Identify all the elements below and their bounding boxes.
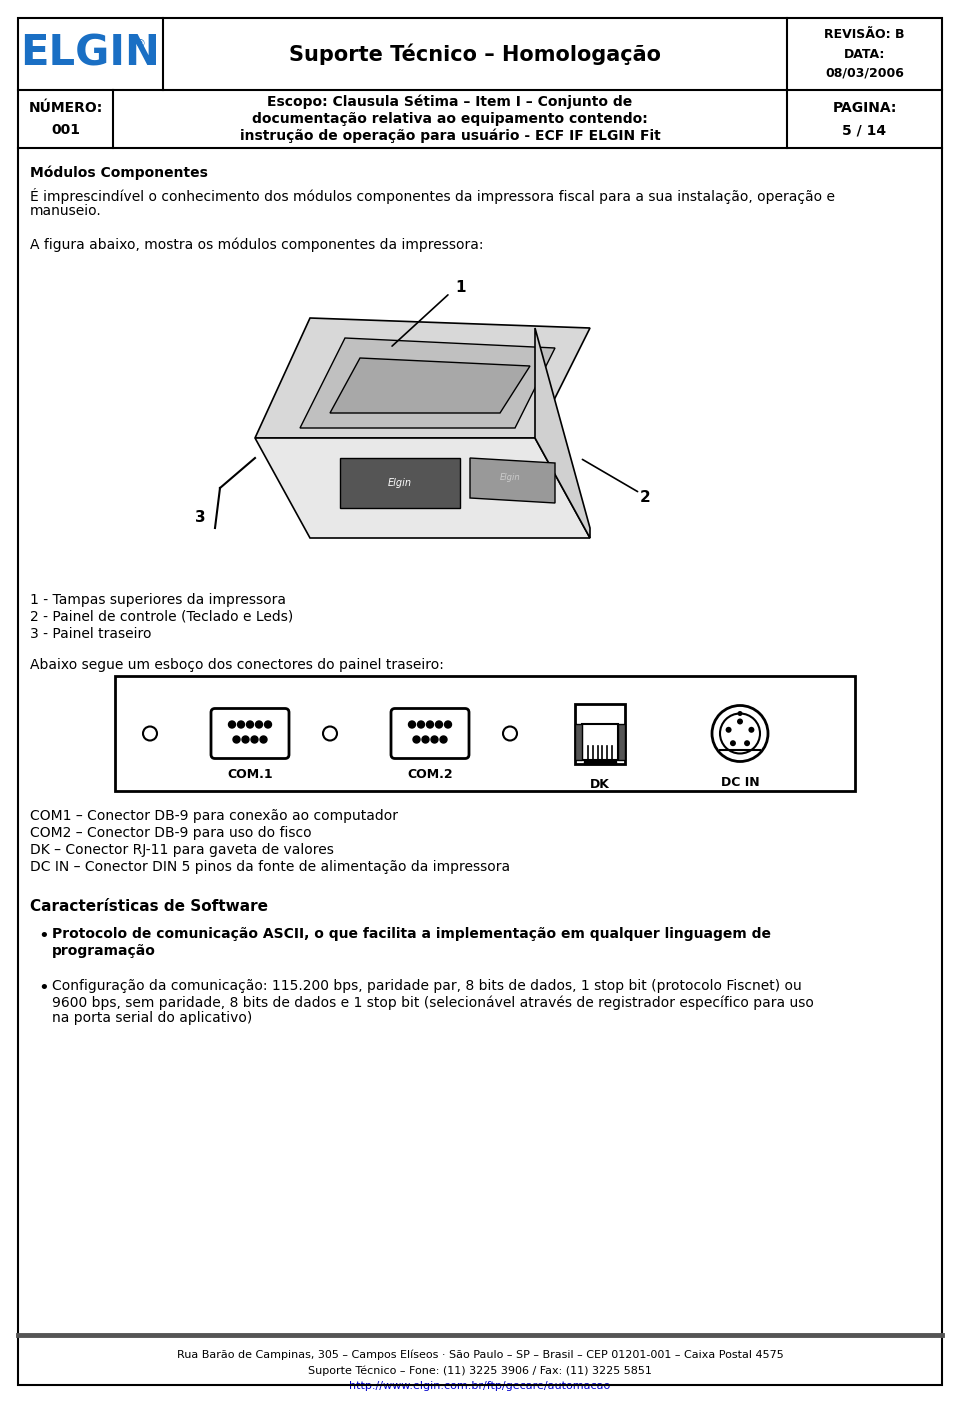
Bar (575, 724, 582, 759)
Circle shape (744, 741, 750, 746)
Circle shape (265, 721, 272, 728)
Circle shape (440, 737, 447, 744)
Text: •: • (38, 927, 49, 946)
Text: PAGINA:
5 / 14: PAGINA: 5 / 14 (832, 101, 897, 137)
Text: instrução de operação para usuário - ECF IF ELGIN Fit: instrução de operação para usuário - ECF… (240, 129, 660, 143)
Text: COM.1: COM.1 (228, 769, 273, 781)
Text: Suporte Técnico – Homologação: Suporte Técnico – Homologação (289, 43, 661, 65)
Circle shape (426, 721, 434, 728)
Text: Rua Barão de Campinas, 305 – Campos Elíseos · São Paulo – SP – Brasil – CEP 0120: Rua Barão de Campinas, 305 – Campos Elís… (177, 1350, 783, 1360)
Bar (115, 676, 855, 791)
Text: http://www.elgin.com.br/ftp/gecare/automacao: http://www.elgin.com.br/ftp/gecare/autom… (349, 1381, 611, 1390)
Circle shape (730, 741, 736, 746)
Circle shape (242, 737, 249, 744)
Circle shape (233, 737, 240, 744)
Circle shape (413, 737, 420, 744)
Polygon shape (470, 457, 555, 504)
Text: NÚMERO:
001: NÚMERO: 001 (29, 101, 103, 137)
Text: COM.2: COM.2 (407, 769, 453, 781)
Text: 3: 3 (195, 511, 205, 526)
Text: Módulos Componentes: Módulos Componentes (30, 166, 208, 181)
Text: Elgin: Elgin (500, 473, 520, 483)
Circle shape (247, 721, 253, 728)
Text: 1: 1 (455, 281, 466, 296)
Text: documentação relativa ao equipamento contendo:: documentação relativa ao equipamento con… (252, 112, 648, 126)
Polygon shape (300, 338, 555, 428)
Text: DC IN: DC IN (721, 776, 759, 788)
Circle shape (737, 718, 743, 724)
FancyBboxPatch shape (211, 709, 289, 759)
Circle shape (737, 711, 742, 716)
Text: Configuração da comunicação: 115.200 bps, paridade par, 8 bits de dados, 1 stop : Configuração da comunicação: 115.200 bps… (52, 979, 802, 993)
Circle shape (255, 721, 262, 728)
Circle shape (237, 721, 245, 728)
Text: programação: programação (52, 944, 156, 958)
Text: ®: ® (134, 39, 146, 49)
Text: manuseio.: manuseio. (30, 203, 102, 217)
Text: 2: 2 (640, 491, 651, 505)
Text: Suporte Técnico – Fone: (11) 3225 3906 / Fax: (11) 3225 5851: Suporte Técnico – Fone: (11) 3225 3906 /… (308, 1365, 652, 1375)
Circle shape (444, 721, 451, 728)
Bar (584, 759, 616, 763)
Circle shape (749, 727, 755, 732)
FancyBboxPatch shape (391, 709, 469, 759)
Text: na porta serial do aplicativo): na porta serial do aplicativo) (52, 1012, 252, 1026)
Circle shape (409, 721, 416, 728)
Text: Protocolo de comunicação ASCII, o que facilita a implementação em qualquer lingu: Protocolo de comunicação ASCII, o que fa… (52, 927, 771, 941)
Polygon shape (340, 457, 460, 508)
Text: Escopo: Clausula Sétima – Item I – Conjunto de: Escopo: Clausula Sétima – Item I – Conju… (268, 95, 633, 109)
Text: REVISÃO: B
DATA:
08/03/2006: REVISÃO: B DATA: 08/03/2006 (825, 28, 904, 80)
Text: DC IN – Conector DIN 5 pinos da fonte de alimentação da impressora: DC IN – Conector DIN 5 pinos da fonte de… (30, 860, 510, 874)
Text: COM2 – Conector DB-9 para uso do fisco: COM2 – Conector DB-9 para uso do fisco (30, 826, 312, 840)
Polygon shape (255, 318, 590, 438)
Circle shape (422, 737, 429, 744)
Circle shape (418, 721, 424, 728)
Text: DK: DK (590, 777, 610, 790)
Text: DK – Conector RJ-11 para gaveta de valores: DK – Conector RJ-11 para gaveta de valor… (30, 843, 334, 857)
Circle shape (251, 737, 258, 744)
Text: •: • (38, 979, 49, 998)
Bar (618, 724, 625, 759)
Polygon shape (535, 328, 590, 537)
Text: A figura abaixo, mostra os módulos componentes da impressora:: A figura abaixo, mostra os módulos compo… (30, 239, 484, 253)
Text: Abaixo segue um esboço dos conectores do painel traseiro:: Abaixo segue um esboço dos conectores do… (30, 658, 444, 672)
Text: 9600 bps, sem paridade, 8 bits de dados e 1 stop bit (selecionável através de re: 9600 bps, sem paridade, 8 bits de dados … (52, 995, 814, 1010)
Polygon shape (255, 438, 590, 537)
Circle shape (436, 721, 443, 728)
Text: 1 - Tampas superiores da impressora: 1 - Tampas superiores da impressora (30, 593, 286, 607)
Text: 3 - Painel traseiro: 3 - Painel traseiro (30, 627, 152, 641)
Bar (582, 724, 618, 759)
Circle shape (726, 727, 732, 732)
Text: ELGIN: ELGIN (20, 34, 160, 74)
Circle shape (228, 721, 235, 728)
Circle shape (431, 737, 438, 744)
Circle shape (712, 706, 768, 762)
Bar (575, 703, 625, 763)
Polygon shape (330, 358, 530, 412)
Circle shape (260, 737, 267, 744)
Text: Características de Software: Características de Software (30, 899, 268, 913)
Text: 2 - Painel de controle (Teclado e Leds): 2 - Painel de controle (Teclado e Leds) (30, 610, 293, 624)
Text: COM1 – Conector DB-9 para conexão ao computador: COM1 – Conector DB-9 para conexão ao com… (30, 810, 398, 824)
Text: Elgin: Elgin (388, 478, 412, 488)
Text: É imprescindível o conhecimento dos módulos componentes da impressora fiscal par: É imprescindível o conhecimento dos módu… (30, 188, 835, 203)
